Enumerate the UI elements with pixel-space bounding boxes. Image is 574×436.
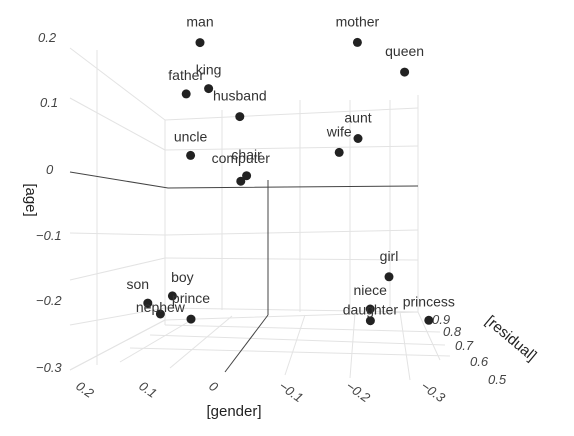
x-tick: 0.2	[73, 378, 97, 401]
data-point	[186, 314, 196, 324]
data-label: mother	[336, 13, 380, 29]
data-point	[195, 38, 205, 48]
data-label: chair	[231, 147, 262, 163]
y-axis-title: [residual]	[482, 312, 540, 364]
x-axis-ticks: 0.2 0.1 0 −0.1 −0.2 −0.3	[73, 378, 448, 405]
data-label: girl	[380, 248, 399, 264]
data-point	[365, 304, 375, 314]
z-tick: −0.3	[36, 360, 62, 375]
z-tick: −0.2	[36, 293, 62, 308]
data-label: man	[186, 14, 213, 30]
y-tick: 0.5	[488, 372, 507, 387]
data-label: queen	[385, 43, 424, 59]
data-label: aunt	[344, 110, 371, 126]
z-axis-ticks: 0.2 0.1 0 −0.1 −0.2 −0.3	[36, 30, 62, 375]
zero-axes	[69, 171, 419, 373]
data-point	[365, 316, 375, 326]
data-point	[181, 89, 191, 99]
data-label: wife	[326, 123, 352, 139]
data-point	[204, 84, 214, 94]
x-tick: 0.1	[136, 378, 159, 401]
y-tick: 0.9	[432, 312, 450, 327]
data-label: princess	[403, 293, 455, 309]
data-point	[424, 315, 434, 325]
x-tick: −0.1	[276, 378, 306, 405]
data-point	[155, 309, 165, 319]
z-tick: −0.1	[36, 228, 62, 243]
data-label: father	[168, 67, 204, 83]
chart-grid	[69, 47, 451, 381]
data-point	[236, 176, 246, 186]
x-tick: −0.3	[418, 378, 448, 405]
data-label: king	[196, 62, 222, 78]
x-tick: −0.2	[343, 378, 373, 405]
z-axis-title: [age]	[22, 183, 39, 216]
data-label: husband	[213, 88, 267, 104]
data-point	[384, 272, 394, 282]
data-point	[235, 112, 245, 122]
data-label: uncle	[174, 128, 208, 144]
z-tick: 0.2	[38, 30, 57, 45]
data-point	[242, 171, 252, 181]
y-axis-ticks: 0.5 0.6 0.7 0.8 0.9	[432, 312, 507, 387]
x-axis-title: [gender]	[206, 403, 261, 420]
data-label: daughter	[343, 302, 399, 318]
data-label: nephew	[136, 299, 186, 315]
y-tick: 0.6	[470, 354, 489, 369]
data-point	[167, 291, 177, 301]
data-label: boy	[171, 269, 194, 285]
data-point	[353, 134, 363, 143]
z-tick: 0	[46, 162, 54, 177]
data-point	[352, 37, 362, 47]
data-label: son	[127, 276, 150, 292]
x-tick: 0	[206, 378, 221, 395]
y-tick: 0.7	[455, 338, 474, 353]
y-tick: 0.8	[443, 324, 462, 339]
z-tick: 0.1	[40, 95, 58, 110]
data-point	[334, 147, 344, 157]
data-point	[400, 67, 410, 77]
data-label: computer	[212, 150, 271, 166]
data-label: niece	[353, 282, 387, 298]
data-point	[186, 150, 196, 160]
data-label: prince	[172, 290, 210, 306]
data-point	[143, 298, 153, 308]
